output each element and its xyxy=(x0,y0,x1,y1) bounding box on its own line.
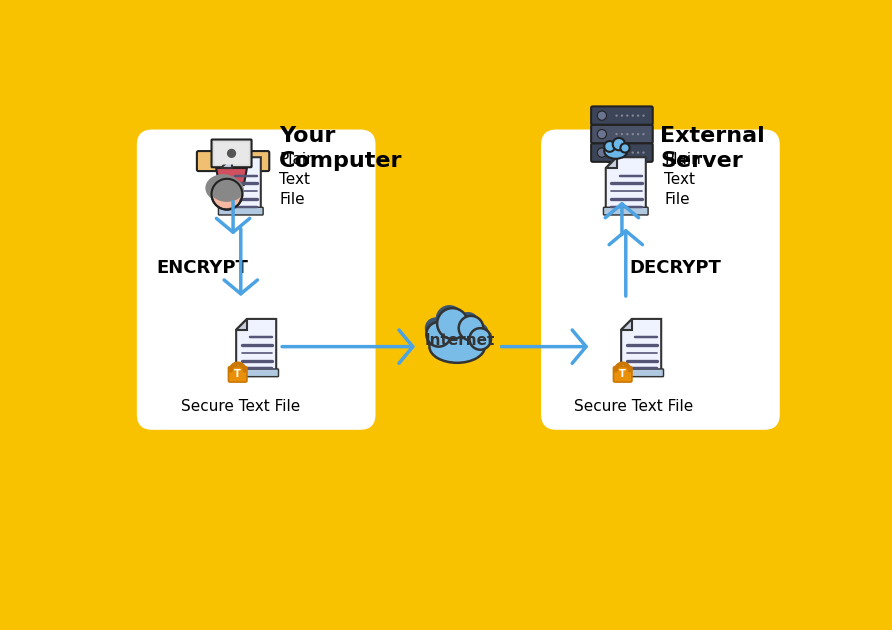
Circle shape xyxy=(632,133,634,135)
Circle shape xyxy=(615,133,617,135)
FancyBboxPatch shape xyxy=(228,367,247,382)
Text: Your
Computer: Your Computer xyxy=(279,127,403,171)
Text: Internet: Internet xyxy=(425,333,495,348)
Ellipse shape xyxy=(429,331,485,363)
Circle shape xyxy=(626,133,629,135)
Text: T: T xyxy=(619,369,626,379)
Ellipse shape xyxy=(469,328,491,350)
Circle shape xyxy=(598,111,607,120)
Text: Plain
Text
File: Plain Text File xyxy=(665,152,701,207)
Circle shape xyxy=(621,133,624,135)
Circle shape xyxy=(637,133,640,135)
FancyBboxPatch shape xyxy=(619,369,664,377)
Ellipse shape xyxy=(613,138,625,151)
Circle shape xyxy=(615,151,617,154)
Text: External
Server: External Server xyxy=(660,127,765,171)
Circle shape xyxy=(642,151,645,154)
Polygon shape xyxy=(621,319,632,329)
Circle shape xyxy=(598,130,607,139)
FancyBboxPatch shape xyxy=(614,367,632,382)
FancyBboxPatch shape xyxy=(136,130,376,430)
Circle shape xyxy=(637,151,640,154)
Circle shape xyxy=(598,148,607,158)
Circle shape xyxy=(637,115,640,117)
Ellipse shape xyxy=(604,144,627,159)
Circle shape xyxy=(642,115,645,117)
FancyBboxPatch shape xyxy=(197,151,269,171)
Text: Secure Text File: Secure Text File xyxy=(181,399,301,414)
Polygon shape xyxy=(220,158,260,210)
Ellipse shape xyxy=(426,322,451,346)
FancyBboxPatch shape xyxy=(214,142,249,164)
FancyBboxPatch shape xyxy=(591,144,653,162)
Circle shape xyxy=(642,133,645,135)
Circle shape xyxy=(632,115,634,117)
FancyBboxPatch shape xyxy=(234,369,278,377)
Ellipse shape xyxy=(205,174,241,202)
FancyBboxPatch shape xyxy=(604,207,648,215)
Circle shape xyxy=(626,115,629,117)
Ellipse shape xyxy=(621,144,630,152)
Polygon shape xyxy=(606,158,646,210)
Ellipse shape xyxy=(435,305,463,333)
FancyBboxPatch shape xyxy=(541,130,780,430)
Circle shape xyxy=(615,115,617,117)
FancyBboxPatch shape xyxy=(219,207,263,215)
Text: Plain
Text
File: Plain Text File xyxy=(279,152,316,207)
FancyBboxPatch shape xyxy=(211,139,252,167)
Circle shape xyxy=(621,151,624,154)
Circle shape xyxy=(600,135,628,163)
Ellipse shape xyxy=(437,308,468,339)
Ellipse shape xyxy=(458,316,483,340)
Ellipse shape xyxy=(428,326,474,354)
Polygon shape xyxy=(621,319,661,371)
Polygon shape xyxy=(236,319,247,329)
Circle shape xyxy=(632,151,634,154)
Ellipse shape xyxy=(468,323,489,343)
Text: Secure Text File: Secure Text File xyxy=(574,399,693,414)
Polygon shape xyxy=(220,158,232,168)
FancyBboxPatch shape xyxy=(591,125,653,144)
Ellipse shape xyxy=(457,312,480,335)
Circle shape xyxy=(213,180,241,208)
Ellipse shape xyxy=(604,141,615,152)
Text: T: T xyxy=(235,369,241,379)
Circle shape xyxy=(626,151,629,154)
Polygon shape xyxy=(236,319,277,371)
FancyBboxPatch shape xyxy=(591,106,653,125)
Text: DECRYPT: DECRYPT xyxy=(630,259,722,277)
Circle shape xyxy=(227,149,236,158)
Circle shape xyxy=(621,115,624,117)
Polygon shape xyxy=(606,158,616,168)
Ellipse shape xyxy=(210,177,244,202)
Polygon shape xyxy=(216,168,247,185)
Ellipse shape xyxy=(425,318,446,339)
Text: ENCRYPT: ENCRYPT xyxy=(156,259,248,277)
Circle shape xyxy=(211,179,243,210)
